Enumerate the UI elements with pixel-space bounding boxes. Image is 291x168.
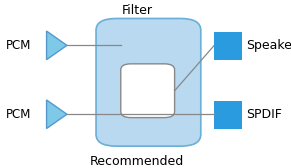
Text: Filter: Filter <box>121 4 152 17</box>
FancyBboxPatch shape <box>96 18 201 146</box>
FancyBboxPatch shape <box>121 64 175 118</box>
Polygon shape <box>47 100 67 129</box>
Text: SPDIF: SPDIF <box>246 108 282 121</box>
Text: PCM: PCM <box>6 39 31 52</box>
Bar <box>214 32 242 60</box>
Text: Recommended: Recommended <box>90 155 184 168</box>
Polygon shape <box>47 31 67 60</box>
Text: Speaker: Speaker <box>246 39 291 52</box>
Bar <box>214 101 242 129</box>
Text: PCM: PCM <box>6 108 31 121</box>
